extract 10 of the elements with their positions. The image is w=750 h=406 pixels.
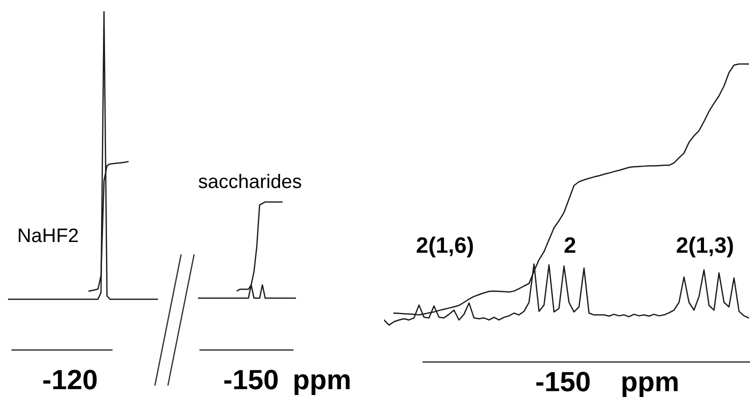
text: -150 [536,372,590,392]
x-axis-title: ppm [622,376,678,397]
text: -150 [224,370,278,390]
annotation: 2(1,6) [416,236,473,258]
text: -120 [43,370,97,390]
annotation: 2 [564,237,576,253]
x-axis-title: ppm [294,374,350,395]
annotation: 2(1,3) [676,236,733,258]
annotation: NaHF2 [18,228,78,242]
text: saccharides [198,174,302,188]
